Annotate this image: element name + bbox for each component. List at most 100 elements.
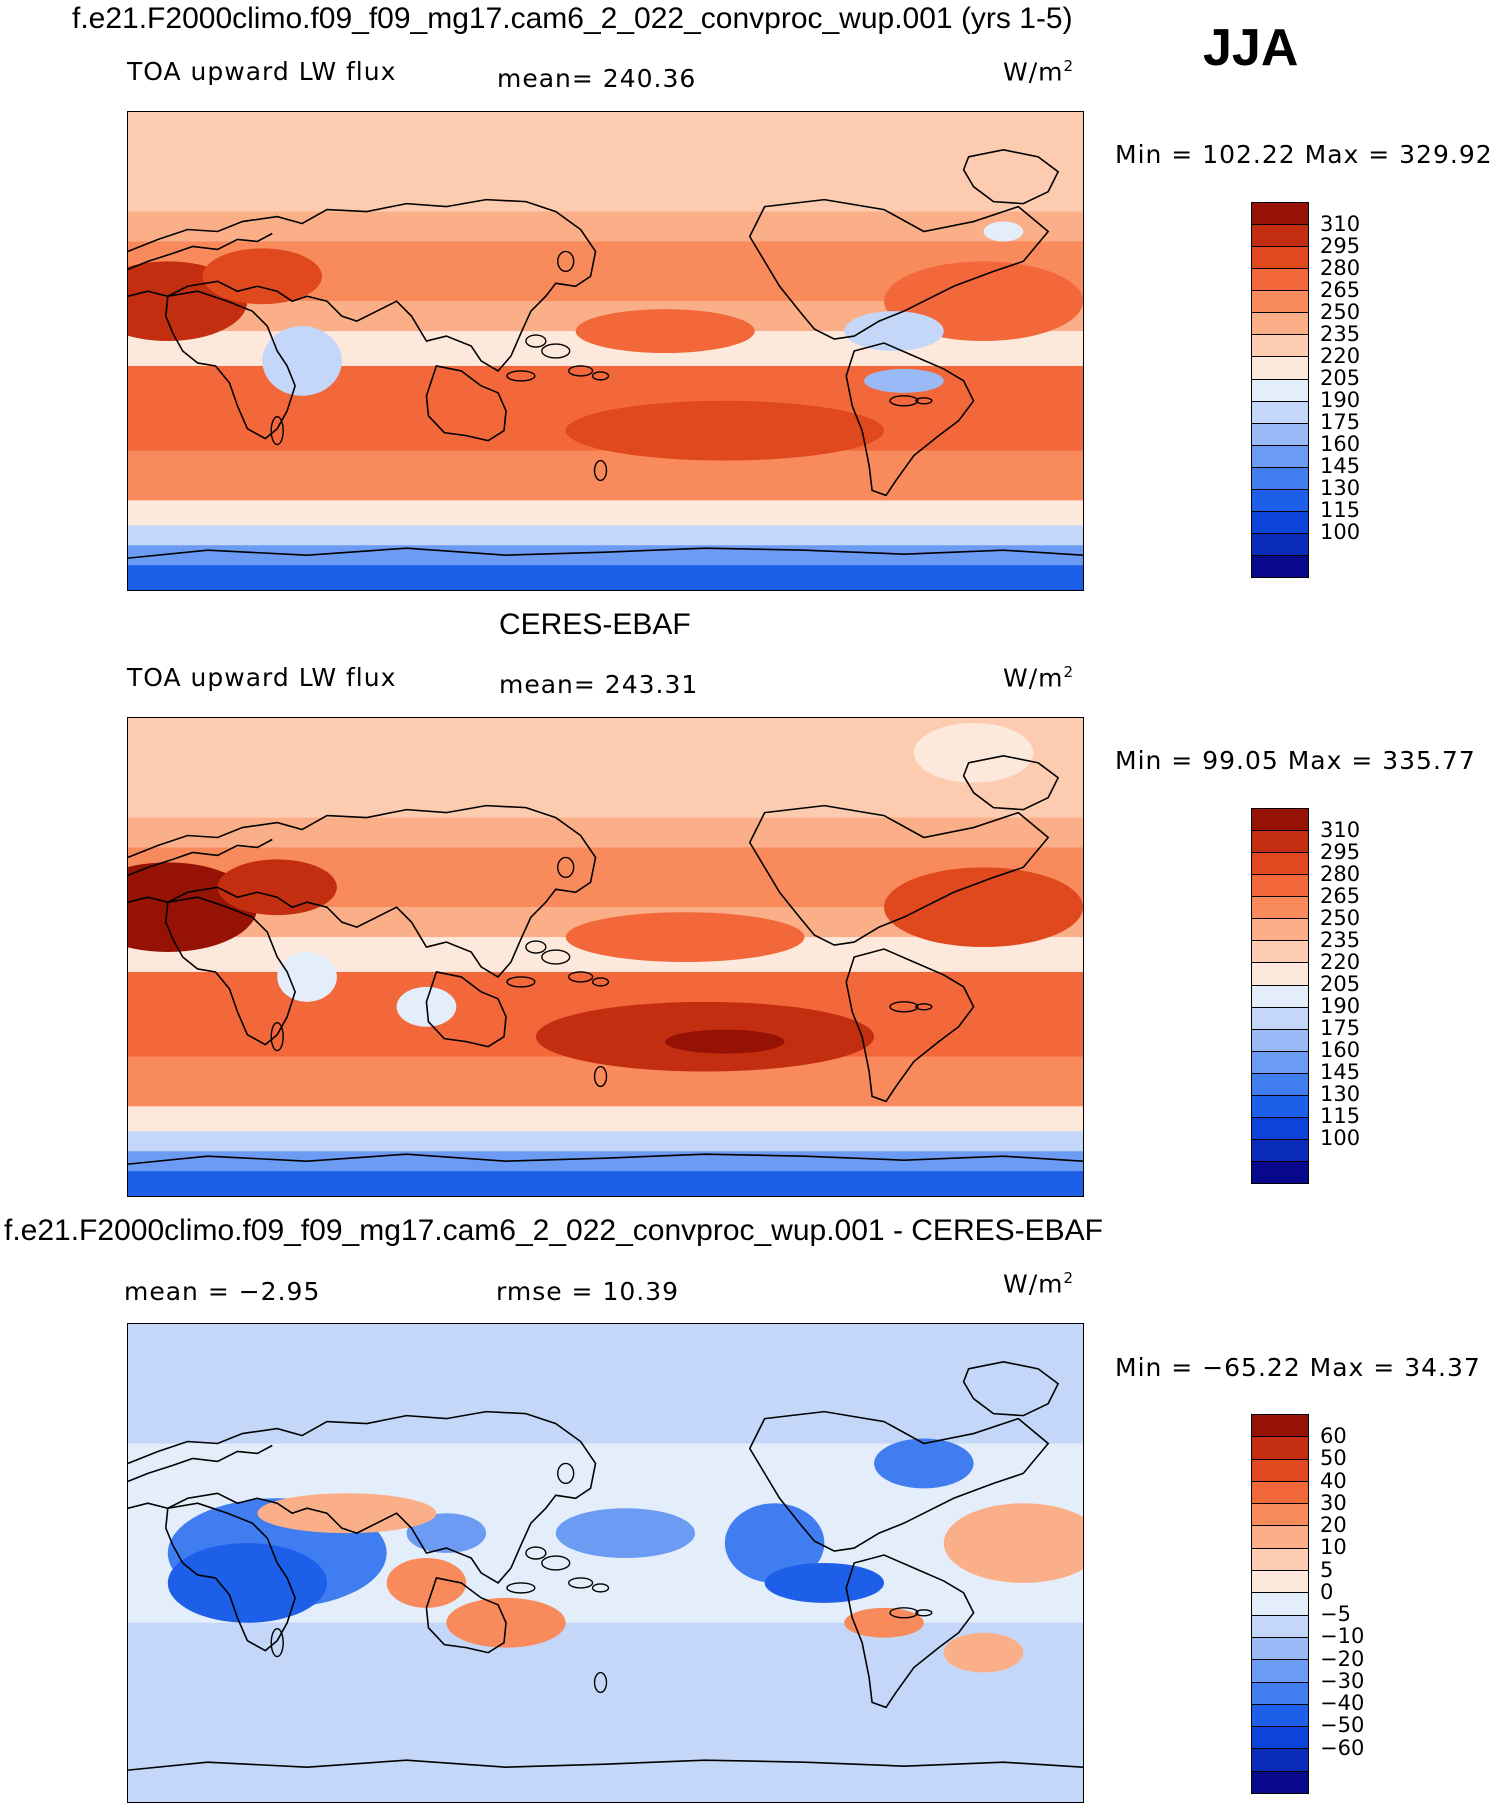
colorbar-tick-label: 160 xyxy=(1320,432,1361,456)
map-blob xyxy=(386,1558,467,1608)
panel3-map xyxy=(127,1323,1084,1803)
colorbar-tick-label: 310 xyxy=(1320,818,1361,842)
island-coastline xyxy=(525,334,547,348)
map-band xyxy=(128,1171,1083,1196)
map-blob xyxy=(257,1493,437,1534)
map-blob xyxy=(406,1513,487,1554)
island-coastline xyxy=(915,397,933,405)
map-blob xyxy=(565,912,805,962)
coastline xyxy=(845,948,975,1103)
colorbar-box xyxy=(1252,1727,1308,1750)
map-blob xyxy=(665,1029,785,1054)
colorbar-tick-label: 190 xyxy=(1320,388,1361,412)
island-coastline xyxy=(270,1022,284,1052)
panel3-minmax: Min = −65.22 Max = 34.37 xyxy=(1115,1353,1481,1382)
coastline xyxy=(128,1153,1083,1165)
map-band xyxy=(128,1131,1083,1152)
coastline xyxy=(748,804,1050,946)
colorbar-box xyxy=(1252,1162,1308,1184)
panel1-units: W/m2 xyxy=(1003,57,1075,87)
colorbar-tick-label: 115 xyxy=(1320,1104,1361,1128)
panel3-rmse: rmse = 10.39 xyxy=(496,1277,680,1306)
colorbar-box xyxy=(1252,985,1308,1008)
colorbar-box xyxy=(1252,897,1308,920)
panel1-map xyxy=(127,111,1084,591)
colorbar-tick-label: 145 xyxy=(1320,1060,1361,1084)
colorbar-tick-label: 205 xyxy=(1320,366,1361,390)
colorbar-box xyxy=(1252,1615,1308,1638)
colorbar-tick-label: 5 xyxy=(1320,1557,1334,1582)
colorbar-box xyxy=(1252,1073,1308,1096)
map-blob xyxy=(555,1508,696,1559)
colorbar-box xyxy=(1252,203,1308,226)
colorbar-box xyxy=(1252,941,1308,964)
coastline xyxy=(128,1410,597,1584)
coastline xyxy=(425,365,507,442)
colorbar-box xyxy=(1252,445,1308,468)
map-blob xyxy=(262,326,342,396)
colorbar-box xyxy=(1252,1771,1308,1794)
colorbar-box xyxy=(1252,467,1308,490)
island-coastline xyxy=(506,370,536,382)
colorbar-tick-label: 235 xyxy=(1320,322,1361,346)
panel2-units: W/m2 xyxy=(1003,663,1075,693)
colorbar-box xyxy=(1252,247,1308,270)
panel1-colorbar xyxy=(1251,202,1309,578)
colorbar-tick-label: 115 xyxy=(1320,498,1361,522)
colorbar-tick-label: 220 xyxy=(1320,950,1361,974)
panel1-map-svg xyxy=(128,112,1083,590)
map-band xyxy=(128,1622,1083,1723)
map-blob xyxy=(217,859,337,916)
coastline xyxy=(128,232,273,271)
colorbar-tick-label: 130 xyxy=(1320,1082,1361,1106)
island-coastline xyxy=(541,343,571,359)
colorbar-box xyxy=(1252,335,1308,358)
island-coastline xyxy=(915,1003,933,1011)
panel2-minmax: Min = 99.05 Max = 335.77 xyxy=(1115,746,1476,775)
island-coastline xyxy=(541,1555,571,1571)
colorbar-tick-label: 10 xyxy=(1320,1535,1347,1560)
colorbar-box xyxy=(1252,1117,1308,1140)
map-band xyxy=(128,1324,1083,1444)
colorbar-tick-label: 100 xyxy=(1320,520,1361,544)
colorbar-tick-label: 280 xyxy=(1320,256,1361,280)
map-blob xyxy=(943,1632,1024,1673)
island-coastline xyxy=(591,1583,610,1593)
colorbar-box xyxy=(1252,423,1308,446)
colorbar-box xyxy=(1252,1437,1308,1460)
coastline xyxy=(748,198,1050,340)
colorbar-box xyxy=(1252,401,1308,424)
colorbar-tick-label: 310 xyxy=(1320,212,1361,236)
island-coastline xyxy=(557,250,575,273)
colorbar-tick-label: 205 xyxy=(1320,972,1361,996)
colorbar-box xyxy=(1252,1704,1308,1728)
colorbar-tick-label: 145 xyxy=(1320,454,1361,478)
colorbar-tick-label: −30 xyxy=(1320,1668,1365,1693)
panel1-header: f.e21.F2000climo.f09_f09_mg17.cam6_2_022… xyxy=(72,2,1073,35)
coastline xyxy=(962,149,1060,205)
coastline xyxy=(128,547,1083,559)
colorbar-tick-label: −20 xyxy=(1320,1646,1365,1671)
panel3-map-svg xyxy=(128,1324,1083,1802)
panel2-map xyxy=(127,717,1084,1197)
island-coastline xyxy=(915,1609,933,1617)
colorbar-box xyxy=(1252,1415,1308,1438)
panel2-colorbar xyxy=(1251,808,1309,1184)
colorbar-box xyxy=(1252,357,1308,380)
map-blob xyxy=(167,1543,327,1623)
colorbar-tick-label: −50 xyxy=(1320,1713,1365,1738)
island-coastline xyxy=(270,1628,284,1658)
island-coastline xyxy=(567,365,594,377)
panel3-mean: mean = −2.95 xyxy=(124,1277,321,1306)
colorbar-box xyxy=(1252,1051,1308,1074)
season-label: JJA xyxy=(1203,19,1299,77)
island-coastline xyxy=(593,1671,608,1694)
panel3-units: W/m2 xyxy=(1003,1269,1075,1299)
colorbar-tick-label: 100 xyxy=(1320,1126,1361,1150)
colorbar-tick-label: 40 xyxy=(1320,1468,1347,1493)
colorbar-tick-label: 280 xyxy=(1320,862,1361,886)
colorbar-box xyxy=(1252,269,1308,292)
map-band xyxy=(128,565,1083,590)
coastline xyxy=(128,838,273,877)
map-blob xyxy=(565,400,885,461)
